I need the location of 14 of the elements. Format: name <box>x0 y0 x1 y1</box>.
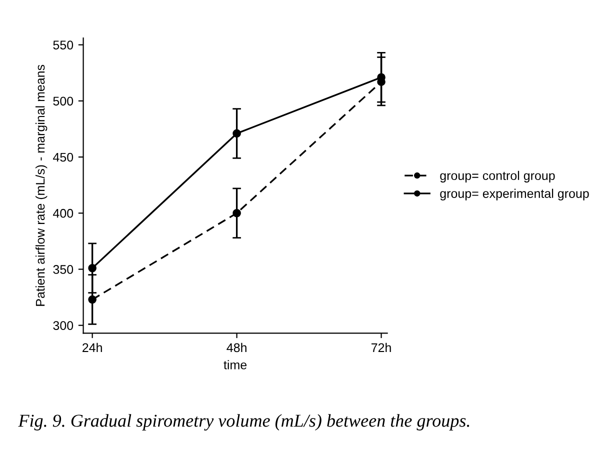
caption: Fig. 9. Gradual spirometry volume (mL/s) between the groups. <box>18 414 470 431</box>
x-tick-label: 72h <box>371 342 391 352</box>
legend-label: group= control group <box>440 170 555 183</box>
y-axis-title: Patient airflow rate (mL/s) - marginal means <box>36 64 48 306</box>
y-tick-label: 500 <box>53 96 74 106</box>
y-tick-label: 300 <box>53 321 74 330</box>
y-tick-label: 550 <box>53 40 74 50</box>
y-tick-label: 450 <box>53 152 74 162</box>
x-tick-label: 24h <box>82 342 102 352</box>
x-tick-label: 48h <box>226 342 246 352</box>
y-tick-label: 350 <box>53 265 74 274</box>
legend-label: group= experimental group <box>440 188 589 200</box>
x-axis-title: time <box>224 360 247 370</box>
y-tick-label: 400 <box>53 208 74 218</box>
